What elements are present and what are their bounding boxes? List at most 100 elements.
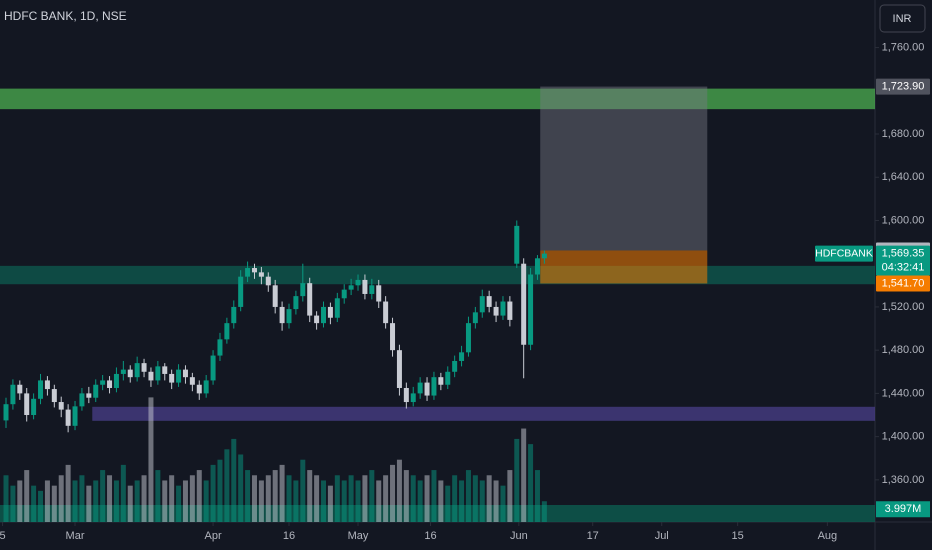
volume-bar — [245, 470, 251, 522]
candle-body — [507, 301, 513, 320]
volume-bar — [3, 475, 9, 522]
volume-bar — [169, 475, 175, 522]
x-tick-label: Jul — [655, 530, 669, 542]
volume-bar — [10, 485, 16, 522]
volume-bar — [500, 485, 506, 522]
candle-body — [141, 363, 147, 372]
candle-body — [438, 377, 444, 385]
x-tick-label: 17 — [587, 530, 599, 542]
zone — [0, 88, 875, 110]
candle-body — [334, 298, 340, 318]
y-tick-label: 1,400.00 — [882, 431, 925, 443]
candle-body — [314, 315, 320, 324]
candle-body — [169, 373, 175, 383]
volume-bar — [286, 475, 292, 522]
candle-body — [251, 268, 257, 273]
candle-body — [424, 382, 430, 396]
volume-bar — [507, 470, 513, 522]
candle-body — [493, 306, 499, 316]
candle-body — [65, 409, 71, 426]
candle-body — [376, 285, 382, 302]
volume-bar — [459, 480, 465, 522]
candle-body — [355, 279, 361, 286]
chart-title: HDFC BANK, 1D, NSE — [4, 9, 127, 23]
zone — [0, 265, 875, 285]
price-label: 1,569.35 — [882, 248, 925, 260]
volume-bar — [465, 470, 471, 522]
currency[interactable]: INR — [893, 13, 912, 25]
price-label: 1,723.90 — [882, 80, 925, 92]
candle-body — [534, 258, 540, 275]
volume-bar — [321, 480, 327, 522]
volume-bar — [376, 480, 382, 522]
volume-bar — [113, 480, 119, 522]
candle-body — [369, 285, 375, 294]
volume-bar — [528, 444, 534, 522]
volume-bar — [472, 475, 478, 522]
volume-bar — [224, 449, 230, 522]
volume-bar — [431, 470, 437, 522]
volume-bar — [58, 475, 64, 522]
volume-bar — [445, 485, 451, 522]
volume-bar — [217, 459, 223, 522]
volume-bar — [279, 464, 285, 522]
volume-bar — [362, 475, 368, 522]
volume-bar — [348, 475, 354, 522]
volume-bar — [44, 480, 50, 522]
volume-bar — [258, 480, 264, 522]
volume-bar — [24, 470, 30, 522]
candle-body — [514, 225, 520, 264]
candle-body — [500, 301, 506, 316]
candle-body — [17, 384, 23, 394]
y-tick-label: 1,600.00 — [882, 214, 925, 226]
candle-body — [479, 296, 485, 313]
volume-bar — [134, 480, 140, 522]
volume-bar — [141, 475, 147, 522]
candle-body — [31, 398, 37, 416]
volume-bar — [521, 428, 527, 522]
candle-body — [383, 301, 389, 324]
candle-body — [286, 309, 292, 324]
candle-body — [38, 380, 44, 399]
target-area — [540, 86, 708, 251]
candle-body — [127, 369, 133, 378]
x-tick-label: 15 — [732, 530, 744, 542]
candle-body — [217, 339, 223, 356]
candle-body — [327, 306, 333, 318]
candle-body — [176, 369, 182, 383]
candle-body — [279, 306, 285, 324]
y-tick-label: 1,760.00 — [882, 41, 925, 53]
volume-bar — [314, 475, 320, 522]
volume-bar — [438, 480, 444, 522]
candle-body — [486, 296, 492, 307]
volume-bar — [203, 480, 209, 522]
candle-body — [431, 377, 437, 396]
volume-bar — [403, 470, 409, 522]
candle-body — [182, 369, 188, 378]
y-tick-label: 1,480.00 — [882, 344, 925, 356]
volume-bar — [155, 470, 161, 522]
x-tick-label: 5 — [0, 530, 6, 542]
volume-bar — [148, 397, 154, 522]
volume-bar — [293, 480, 299, 522]
candle-body — [155, 366, 161, 381]
candle-body — [58, 402, 64, 410]
volume-bar — [176, 485, 182, 522]
candle-body — [148, 371, 154, 381]
volume-bar — [93, 480, 99, 522]
currency-button[interactable] — [879, 4, 926, 33]
candle-body — [465, 323, 471, 353]
candle-body — [272, 285, 278, 307]
y-tick-label: 1,440.00 — [882, 387, 925, 399]
candle-body — [210, 355, 216, 381]
volume-bar — [355, 480, 361, 522]
candle-body — [452, 360, 458, 372]
volume-bar — [189, 475, 195, 522]
volume-bar — [65, 464, 71, 522]
volume-bar — [100, 470, 106, 522]
candle-body — [72, 406, 78, 426]
candle-body — [86, 393, 92, 398]
volume-bar — [334, 475, 340, 522]
x-tick-label: Aug — [818, 530, 838, 542]
